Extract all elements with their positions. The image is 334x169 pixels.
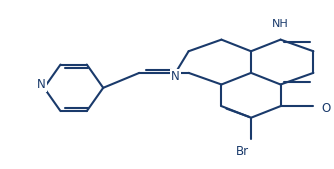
Text: Br: Br (236, 145, 249, 158)
Text: NH: NH (272, 19, 289, 29)
Text: N: N (37, 78, 46, 91)
Text: O: O (322, 102, 331, 115)
Text: N: N (171, 70, 180, 83)
